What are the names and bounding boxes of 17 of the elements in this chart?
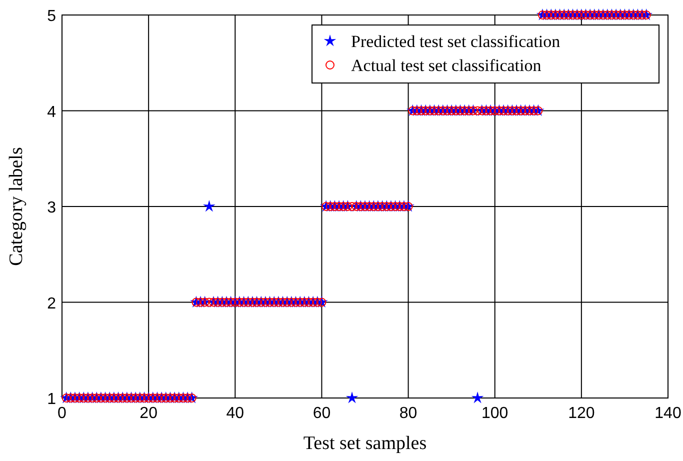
x-tick-label: 60 — [312, 405, 331, 422]
x-axis-title: Test set samples — [303, 433, 427, 454]
y-tick-label: 1 — [47, 391, 56, 408]
y-tick-label: 4 — [47, 104, 56, 121]
x-tick-label: 0 — [58, 405, 67, 422]
x-tick-label: 80 — [399, 405, 418, 422]
y-axis-title: Category labels — [6, 147, 27, 266]
x-tick-label: 20 — [140, 405, 158, 422]
legend-label: Predicted test set classification — [351, 32, 561, 51]
x-tick-label: 100 — [482, 405, 508, 422]
legend-label: Actual test set classification — [351, 56, 542, 75]
y-tick-label: 2 — [47, 295, 56, 312]
x-tick-label: 40 — [226, 405, 244, 422]
x-tick-label: 120 — [568, 405, 595, 422]
x-tick-label: 140 — [654, 405, 682, 422]
y-tick-label: 3 — [47, 200, 56, 216]
y-tick-label: 5 — [47, 8, 56, 25]
